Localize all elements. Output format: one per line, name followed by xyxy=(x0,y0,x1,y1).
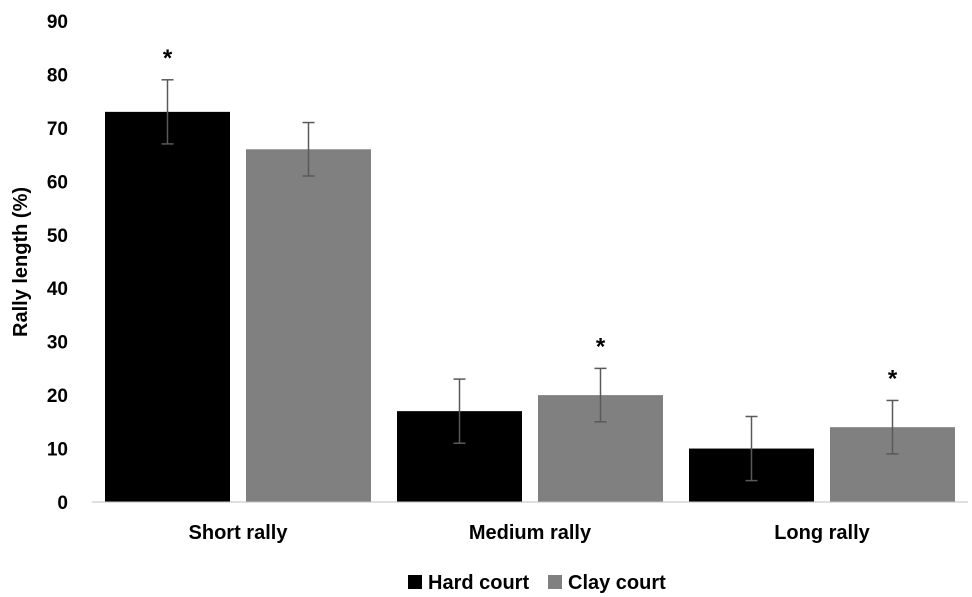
y-tick-label: 30 xyxy=(47,333,68,354)
legend: Hard court Clay court xyxy=(408,572,666,594)
x-category-label: Medium rally xyxy=(469,522,592,544)
y-tick-label: 20 xyxy=(47,386,68,407)
y-axis-label: Rally length (%) xyxy=(10,187,32,337)
bar-clay-court xyxy=(246,149,371,502)
x-axis-categories: Short rally Medium rally Long rally xyxy=(189,522,871,544)
y-tick-label: 50 xyxy=(47,226,68,247)
y-tick-label: 60 xyxy=(47,172,68,193)
y-tick-label: 80 xyxy=(47,65,68,86)
legend-label: Hard court xyxy=(428,572,529,594)
x-category-label: Short rally xyxy=(189,522,289,544)
error-bar xyxy=(453,378,466,444)
y-tick-label: 10 xyxy=(47,440,68,461)
y-tick-label: 90 xyxy=(47,12,68,33)
bar-hard-court xyxy=(105,111,230,502)
significance-marker: * xyxy=(596,333,606,360)
legend-swatch xyxy=(548,575,562,589)
legend-swatch xyxy=(408,575,422,589)
y-tick-label: 40 xyxy=(47,279,68,300)
error-bar xyxy=(161,79,174,145)
error-bar xyxy=(302,121,315,177)
error-bar xyxy=(745,415,758,482)
significance-marker: * xyxy=(888,365,898,392)
legend-label: Clay court xyxy=(568,572,666,594)
y-tick-label: 0 xyxy=(57,493,68,514)
error-bar xyxy=(886,399,899,455)
x-category-label: Long rally xyxy=(774,522,870,544)
y-tick-label: 70 xyxy=(47,119,68,140)
significance-marker: * xyxy=(163,45,173,72)
error-bar xyxy=(594,367,607,423)
y-axis: 0 10 20 30 40 50 60 70 80 90 xyxy=(47,12,68,514)
bars: * * * xyxy=(105,45,955,502)
